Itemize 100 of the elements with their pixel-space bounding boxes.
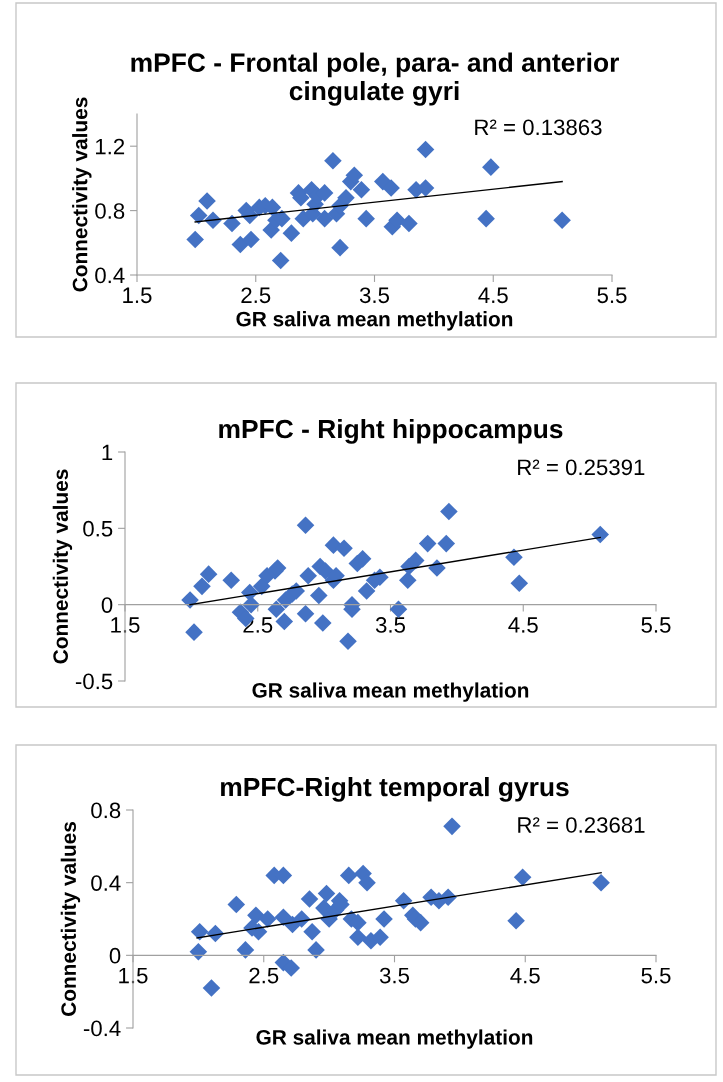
y-tick-label: -0.4 — [83, 1020, 121, 1037]
annotation: R² = 0.13863 — [475, 119, 602, 136]
point — [198, 192, 216, 210]
point — [440, 502, 458, 521]
point — [315, 209, 334, 228]
y-axis-title: Connectivity values — [72, 97, 92, 292]
annotation: R² = 0.25391 — [518, 459, 645, 476]
point — [282, 224, 301, 242]
point — [242, 230, 260, 249]
point — [267, 600, 286, 619]
x-tick-label: 1.5 — [123, 287, 152, 304]
point — [357, 209, 375, 228]
point — [282, 959, 300, 977]
point — [296, 516, 315, 535]
y-tick-label: 0.8 — [91, 802, 121, 819]
point — [314, 614, 332, 632]
point — [371, 928, 389, 946]
x-tick-label: 2.5 — [249, 967, 279, 984]
point — [258, 910, 277, 928]
annotation: R² = 0.23681 — [518, 817, 645, 833]
point — [505, 548, 523, 567]
x-tick-label: 2.5 — [241, 287, 271, 304]
point — [227, 895, 246, 914]
point — [236, 941, 255, 959]
point — [303, 922, 321, 941]
x-tick-label: 3.5 — [379, 967, 410, 984]
x-tick-label: 5.5 — [597, 287, 627, 304]
point — [507, 912, 525, 930]
point — [389, 600, 408, 619]
y-tick-label: 0.4 — [91, 875, 121, 891]
point — [186, 230, 204, 249]
point — [223, 214, 241, 233]
point — [400, 214, 418, 233]
point — [185, 623, 203, 641]
point — [190, 922, 209, 941]
y-tick-label: -0.5 — [75, 673, 113, 690]
y-tick-label: 0 — [101, 597, 113, 613]
point — [513, 868, 532, 886]
y-axis-title: Connectivity values — [52, 469, 73, 664]
point — [275, 612, 294, 631]
y-tick-label: 0.8 — [95, 203, 125, 219]
point — [296, 605, 315, 623]
x-tick-label: 5.5 — [641, 617, 671, 633]
x-axis-title: GR saliva mean methylation — [236, 311, 513, 331]
x-tick-label: 5.5 — [641, 967, 671, 984]
point — [231, 235, 250, 254]
x-tick-label: 3.5 — [375, 617, 406, 633]
chart-title: mPFC - Frontal pole, para- and anterior cingulate gyri — [131, 52, 619, 106]
x-tick-label: 4.5 — [478, 287, 508, 304]
point — [416, 140, 435, 159]
point — [247, 906, 265, 925]
y-tick-label: 0 — [109, 947, 121, 964]
point — [300, 890, 319, 908]
x-tick-label: 3.5 — [359, 287, 390, 304]
y-tick-label: 0.5 — [83, 520, 113, 537]
x-axis-title: GR saliva mean methylation — [252, 682, 529, 702]
x-tick-label: 4.5 — [508, 617, 538, 633]
point — [317, 884, 336, 903]
point — [482, 158, 500, 176]
y-tick-label: 1 — [102, 444, 113, 461]
chart-title: mPFC-Right temporal gyrus — [221, 776, 569, 802]
point — [406, 551, 425, 570]
point — [202, 979, 221, 997]
point — [349, 928, 367, 946]
chart-title: mPFC - Right hippocampus — [219, 418, 563, 444]
x-tick-label: 1.5 — [111, 617, 140, 633]
y-tick-label: 1.2 — [96, 138, 125, 155]
point — [510, 574, 529, 593]
point — [310, 586, 328, 605]
point — [331, 238, 349, 257]
point — [189, 206, 208, 225]
point — [477, 209, 495, 228]
point — [337, 188, 355, 207]
x-tick-label: 4.5 — [510, 967, 540, 984]
point — [357, 582, 376, 600]
point — [324, 151, 342, 170]
point — [271, 251, 290, 270]
point — [189, 942, 208, 961]
point — [353, 550, 372, 568]
point — [375, 910, 393, 928]
point — [274, 908, 293, 926]
x-tick-label: 1.5 — [119, 967, 148, 984]
point — [591, 525, 610, 544]
point — [443, 817, 461, 836]
point — [592, 873, 610, 892]
point — [193, 577, 211, 596]
point — [335, 539, 353, 557]
point — [199, 565, 218, 583]
point — [299, 566, 317, 585]
point — [339, 632, 357, 651]
y-axis-title: Connectivity values — [60, 822, 81, 1016]
point — [553, 211, 571, 230]
point — [418, 534, 437, 553]
x-axis-title: GR saliva mean methylation — [256, 1029, 533, 1049]
point — [222, 571, 240, 590]
point — [398, 571, 417, 590]
point — [394, 892, 413, 910]
point — [307, 941, 325, 959]
point — [339, 866, 358, 885]
y-tick-label: 0.4 — [95, 267, 125, 284]
